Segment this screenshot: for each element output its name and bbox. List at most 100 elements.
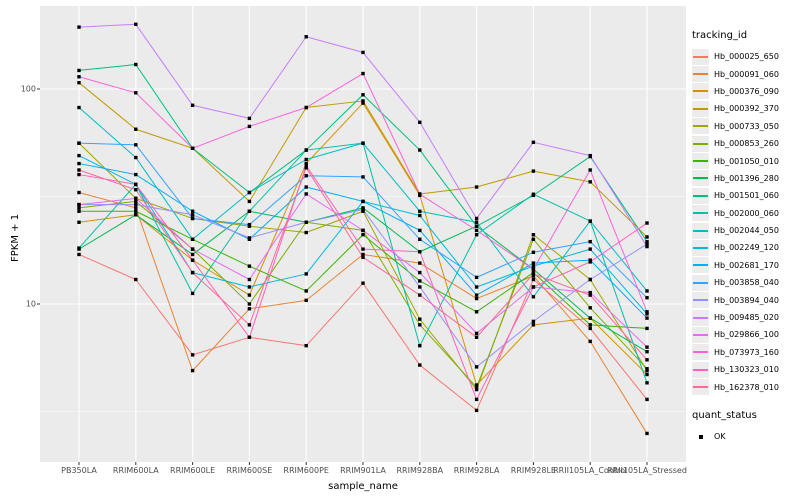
data-point-marker[interactable]	[474, 296, 479, 301]
data-point-marker[interactable]	[304, 166, 308, 170]
legend-entry-Hb_003894_040[interactable]: Hb_003894_040	[692, 291, 779, 309]
data-point-marker[interactable]	[531, 237, 536, 241]
data-point-marker[interactable]	[361, 199, 365, 204]
data-point-marker[interactable]	[531, 140, 536, 145]
data-point-marker[interactable]	[588, 306, 592, 310]
data-point-marker[interactable]	[418, 317, 422, 321]
data-point-marker[interactable]	[474, 335, 479, 340]
data-point-marker[interactable]	[77, 220, 81, 224]
data-point-marker[interactable]	[77, 246, 81, 250]
data-point-marker[interactable]	[134, 22, 138, 26]
legend-entry-Hb_001501_060[interactable]: Hb_001501_060	[692, 187, 779, 204]
data-point-marker[interactable]	[645, 372, 649, 377]
data-point-marker[interactable]	[77, 161, 81, 166]
data-point-marker[interactable]	[134, 62, 138, 67]
data-point-marker[interactable]	[361, 281, 365, 285]
legend-entry-Hb_002681_170[interactable]: Hb_002681_170	[692, 257, 779, 274]
data-point-marker[interactable]	[190, 216, 195, 221]
data-point-marker[interactable]	[418, 343, 422, 348]
data-point-marker[interactable]	[247, 293, 252, 297]
data-point-marker[interactable]	[361, 247, 365, 251]
data-point-marker[interactable]	[418, 285, 422, 289]
data-point-marker[interactable]	[474, 385, 479, 389]
data-point-marker[interactable]	[474, 224, 479, 228]
data-point-marker[interactable]	[588, 153, 592, 158]
data-point-marker[interactable]	[531, 285, 536, 289]
data-point-marker[interactable]	[247, 116, 252, 121]
data-point-marker[interactable]	[645, 345, 649, 349]
data-point-marker[interactable]	[418, 363, 422, 367]
legend-entry-Hb_162378_010[interactable]: Hb_162378_010	[692, 378, 779, 396]
data-point-marker[interactable]	[474, 220, 479, 224]
data-point-marker[interactable]	[304, 230, 308, 235]
data-point-marker[interactable]	[77, 190, 81, 195]
data-point-marker[interactable]	[418, 237, 422, 241]
data-point-marker[interactable]	[474, 331, 479, 336]
data-point-marker[interactable]	[247, 307, 252, 311]
quant-legend-entry[interactable]: OK	[692, 428, 779, 445]
data-point-marker[interactable]	[588, 290, 592, 295]
data-point-marker[interactable]	[304, 157, 308, 162]
data-point-marker[interactable]	[77, 25, 81, 29]
data-point-marker[interactable]	[645, 235, 649, 239]
data-point-marker[interactable]	[190, 213, 195, 217]
data-point-marker[interactable]	[588, 180, 592, 184]
data-point-marker[interactable]	[304, 272, 308, 276]
data-point-marker[interactable]	[304, 185, 308, 189]
legend-entry-Hb_073973_160[interactable]: Hb_073973_160	[692, 344, 779, 361]
data-point-marker[interactable]	[361, 207, 365, 212]
data-point-marker[interactable]	[531, 274, 536, 278]
data-point-marker[interactable]	[134, 155, 138, 160]
data-point-marker[interactable]	[645, 358, 649, 362]
data-point-marker[interactable]	[474, 387, 479, 392]
data-point-marker[interactable]	[531, 250, 536, 254]
data-point-marker[interactable]	[77, 206, 81, 210]
data-point-marker[interactable]	[247, 302, 252, 306]
data-point-marker[interactable]	[588, 260, 592, 264]
data-point-marker[interactable]	[247, 209, 252, 213]
data-point-marker[interactable]	[418, 192, 422, 196]
data-point-marker[interactable]	[77, 168, 81, 172]
data-point-marker[interactable]	[531, 277, 536, 282]
data-point-marker[interactable]	[190, 368, 195, 373]
data-point-marker[interactable]	[77, 153, 81, 158]
data-point-marker[interactable]	[134, 199, 138, 204]
data-point-marker[interactable]	[77, 202, 81, 207]
data-point-marker[interactable]	[247, 222, 252, 227]
data-point-marker[interactable]	[531, 261, 536, 265]
data-point-marker[interactable]	[645, 312, 649, 316]
data-point-marker[interactable]	[645, 242, 649, 246]
data-point-marker[interactable]	[588, 339, 592, 344]
data-point-marker[interactable]	[588, 168, 592, 172]
data-point-marker[interactable]	[134, 143, 138, 147]
data-point-marker[interactable]	[304, 163, 308, 168]
data-point-marker[interactable]	[588, 293, 592, 297]
data-point-marker[interactable]	[645, 381, 649, 385]
data-point-marker[interactable]	[645, 295, 649, 300]
data-point-marker[interactable]	[190, 146, 195, 150]
data-point-marker[interactable]	[645, 397, 649, 402]
data-point-marker[interactable]	[361, 233, 365, 237]
data-point-marker[interactable]	[588, 239, 592, 244]
data-point-marker[interactable]	[361, 228, 365, 233]
data-point-marker[interactable]	[134, 206, 138, 210]
data-point-marker[interactable]	[77, 252, 81, 257]
data-point-marker[interactable]	[531, 192, 536, 196]
legend-entry-Hb_000376_090[interactable]: Hb_000376_090	[692, 83, 779, 100]
data-point-marker[interactable]	[304, 298, 308, 303]
data-point-marker[interactable]	[190, 209, 195, 213]
data-point-marker[interactable]	[474, 275, 479, 280]
data-point-marker[interactable]	[77, 209, 81, 213]
data-point-marker[interactable]	[77, 75, 81, 79]
data-point-marker[interactable]	[304, 161, 308, 166]
data-point-marker[interactable]	[304, 148, 308, 152]
data-point-marker[interactable]	[361, 71, 365, 76]
data-point-marker[interactable]	[588, 247, 592, 251]
data-point-marker[interactable]	[418, 228, 422, 233]
data-point-marker[interactable]	[247, 190, 252, 195]
data-point-marker[interactable]	[418, 261, 422, 265]
data-point-marker[interactable]	[190, 237, 195, 241]
data-point-marker[interactable]	[247, 335, 252, 340]
data-point-marker[interactable]	[588, 323, 592, 327]
data-point-marker[interactable]	[418, 209, 422, 213]
